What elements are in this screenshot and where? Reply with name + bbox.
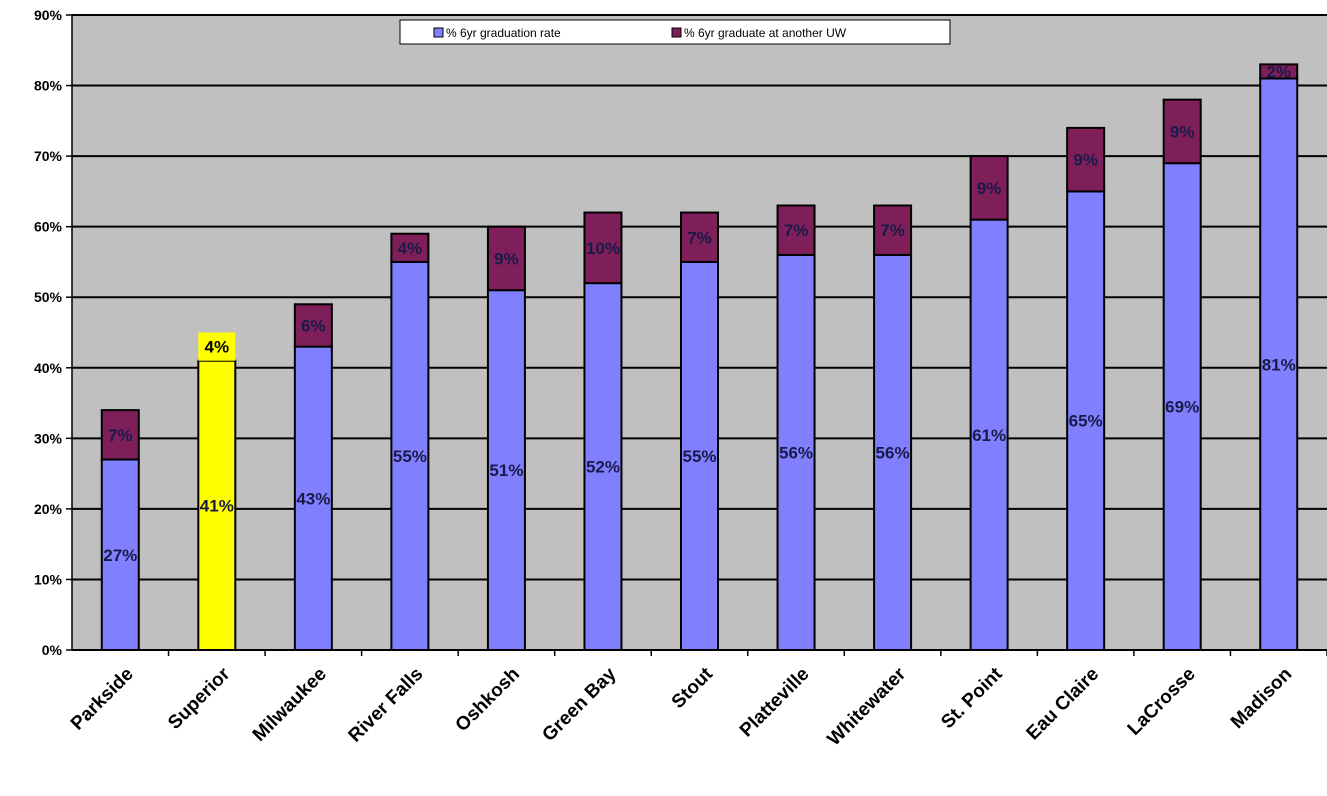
x-category-label: Whitewater [824, 663, 911, 750]
y-tick-label: 10% [34, 571, 63, 587]
legend: % 6yr graduation rate % 6yr graduate at a… [399, 19, 951, 45]
bar-segment-another-uw [1259, 63, 1299, 80]
data-label-another-uw: 9% [1073, 151, 1098, 170]
data-label-graduation-rate: 55% [393, 447, 427, 466]
bar-segment-graduation-rate [776, 253, 816, 651]
data-label-graduation-rate: 56% [779, 443, 813, 462]
data-label-graduation-rate: 69% [1165, 398, 1199, 417]
y-tick-label: 0% [42, 642, 63, 658]
x-category-label: LaCrosse [1124, 664, 1200, 740]
x-category-label: Madison [1227, 664, 1296, 733]
x-category-label: St. Point [937, 663, 1007, 733]
data-label-graduation-rate: 56% [876, 443, 910, 462]
x-category-label: River Falls [345, 664, 428, 747]
legend-swatch [433, 27, 444, 38]
bar-segment-graduation-rate [583, 282, 623, 651]
data-label-another-uw: 2% [1266, 62, 1291, 81]
y-tick-label: 40% [34, 360, 63, 376]
y-tick-label: 60% [34, 219, 63, 235]
x-category-label: Parkside [67, 664, 138, 735]
data-label-graduation-rate: 61% [972, 426, 1006, 445]
bar-segment-another-uw [680, 211, 719, 263]
bar-segment-another-uw [873, 204, 913, 256]
data-label-another-uw: 9% [1170, 122, 1195, 141]
bar-segment-graduation-rate [680, 260, 719, 651]
plot-area: 27% 7% 41% 4% 43% 6% 55% 4% 51% 9% 52% 10% 55% 7% 56% 7… [72, 14, 1327, 652]
x-category-label: Platteville [736, 664, 814, 742]
bar-segment-graduation-rate [100, 458, 140, 651]
bar-segment-another-uw [1066, 126, 1106, 193]
data-label-another-uw: 7% [108, 426, 133, 445]
data-label-another-uw: 9% [977, 179, 1002, 198]
y-tick-label: 90% [34, 7, 63, 23]
legend-label: % 6yr graduation rate [446, 26, 561, 40]
data-label-another-uw: 6% [301, 316, 326, 335]
data-label-graduation-rate: 65% [1069, 412, 1103, 431]
bar-segment-another-uw [198, 332, 236, 361]
data-label-another-uw: 10% [586, 239, 620, 258]
y-tick-label: 70% [34, 148, 63, 164]
x-category-label: Milwaukee [249, 664, 331, 746]
x-category-label: Eau Claire [1023, 664, 1104, 745]
data-label-graduation-rate: 41% [200, 496, 234, 515]
x-category-label: Oshkosh [452, 664, 524, 736]
data-label-graduation-rate: 43% [296, 489, 330, 508]
bar-segment-graduation-rate [873, 253, 913, 651]
y-tick-label: 30% [34, 430, 63, 446]
x-category-label: Stout [668, 663, 718, 713]
bar-segment-another-uw [583, 211, 623, 285]
data-label-graduation-rate: 52% [586, 458, 620, 477]
bar-segment-graduation-rate [293, 345, 333, 651]
y-tick-label: 80% [34, 78, 63, 94]
x-category-label: Superior [164, 663, 235, 734]
data-label-graduation-rate: 51% [489, 461, 523, 480]
data-label-graduation-rate: 81% [1262, 355, 1296, 374]
bar-segment-another-uw [390, 232, 430, 263]
bar-segment-another-uw [100, 409, 140, 461]
bar-segment-another-uw [1162, 98, 1202, 165]
bar-segment-another-uw [969, 155, 1009, 221]
data-label-another-uw: 4% [398, 239, 423, 258]
x-category-label: Green Bay [538, 663, 620, 745]
data-label-another-uw: 9% [494, 249, 519, 268]
data-label-another-uw: 7% [880, 221, 905, 240]
y-tick-label: 20% [34, 501, 63, 517]
y-tick-label: 50% [34, 289, 63, 305]
bar-segment-graduation-rate [197, 359, 237, 651]
data-label-graduation-rate: 27% [103, 546, 137, 565]
bar-segment-graduation-rate [390, 260, 430, 651]
data-label-another-uw: 7% [784, 221, 809, 240]
bar-segment-another-uw [293, 303, 333, 348]
data-label-graduation-rate: 55% [682, 447, 716, 466]
bar-segment-another-uw [486, 225, 526, 292]
legend-label: % 6yr graduate at another UW [684, 26, 847, 40]
bar-segment-another-uw [776, 204, 816, 256]
legend-swatch [671, 27, 682, 38]
data-label-another-uw: 7% [687, 228, 712, 247]
data-label-another-uw: 4% [205, 338, 230, 357]
